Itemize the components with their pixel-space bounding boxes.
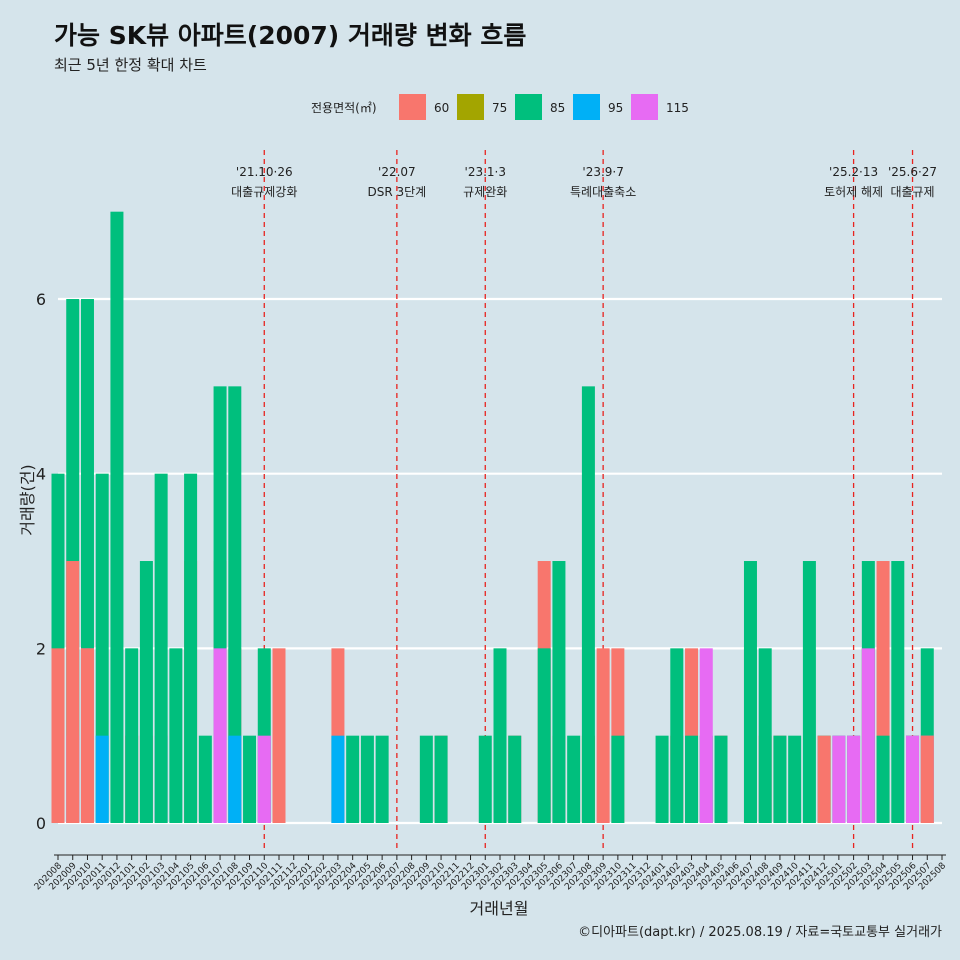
bar-202107-115 (213, 648, 227, 823)
legend-swatch-75 (457, 94, 484, 120)
legend-swatch-85 (515, 94, 542, 120)
bar-202305-85 (537, 648, 551, 823)
chart-title: 가능 SK뷰 아파트(2007) 거래량 변화 흐름 (54, 21, 526, 50)
bar-202110-115 (257, 735, 271, 823)
legend-label-85: 85 (550, 101, 565, 115)
bar-202408-85 (758, 648, 772, 823)
legend-swatch-115 (631, 94, 658, 120)
bar-202401-85 (655, 735, 669, 823)
bar-202404-115 (699, 648, 713, 823)
bar-202104-85 (169, 648, 183, 823)
bar-202310-85 (611, 735, 625, 823)
y-tick-label: 2 (36, 639, 46, 658)
event-date: '23.1·3 (465, 165, 506, 179)
bar-202106-85 (198, 735, 212, 823)
caption: ©디아파트(dapt.kr) / 2025.08.19 / 자료=국토교통부 실… (578, 925, 942, 940)
y-tick-label: 0 (36, 814, 46, 833)
legend-label-115: 115 (666, 101, 689, 115)
event-date: '23.9·7 (582, 165, 623, 179)
bar-202309-60 (596, 648, 610, 823)
legend-title: 전용면적(㎡) (311, 101, 377, 115)
bar-202503-115 (861, 648, 875, 823)
bar-202111-60 (272, 648, 286, 823)
bar-202403-85 (685, 735, 699, 823)
bar-202009-60 (66, 561, 80, 823)
bar-202502-115 (847, 735, 861, 823)
event-label: 특례대출축소 (570, 185, 636, 199)
bar-202303-85 (508, 735, 522, 823)
bar-202504-85 (876, 735, 890, 823)
bar-202409-85 (773, 735, 787, 823)
bar-202308-85 (581, 386, 595, 823)
y-tick-label: 6 (36, 290, 46, 309)
bar-202008-60 (51, 648, 65, 823)
bar-202506-115 (906, 735, 920, 823)
x-axis-label: 거래년월 (470, 899, 529, 918)
bar-202108-95 (228, 735, 242, 823)
bar-202105-85 (184, 473, 198, 823)
bar-202102-85 (139, 561, 153, 823)
bar-202205-85 (360, 735, 374, 823)
legend-label-95: 95 (608, 101, 623, 115)
bar-202507-60 (920, 735, 934, 823)
bar-202302-85 (493, 648, 507, 823)
bar-202210-85 (434, 735, 448, 823)
legend-swatch-95 (573, 94, 600, 120)
bar-202103-85 (154, 473, 168, 823)
bar-202101-85 (125, 648, 139, 823)
bar-202412-60 (817, 735, 831, 823)
legend-label-75: 75 (492, 101, 507, 115)
bar-202306-85 (552, 561, 566, 823)
event-date: '25.6·27 (888, 165, 937, 179)
bar-202011-95 (95, 735, 109, 823)
bar-202203-95 (331, 735, 345, 823)
bar-202402-85 (670, 648, 684, 823)
bar-202501-115 (832, 735, 846, 823)
bar-202307-85 (567, 735, 581, 823)
bar-202010-60 (80, 648, 94, 823)
y-tick-label: 4 (36, 465, 46, 484)
chart-subtitle: 최근 5년 한정 확대 차트 (54, 56, 207, 74)
bar-202209-85 (419, 735, 433, 823)
bar-202204-85 (346, 735, 360, 823)
event-label: 규제완화 (463, 185, 507, 199)
bar-202108-85 (228, 386, 242, 823)
bar-202301-85 (478, 735, 492, 823)
event-label: 대출규제 (890, 185, 934, 199)
bar-202012-85 (110, 211, 124, 823)
bar-202410-85 (788, 735, 802, 823)
legend-label-60: 60 (434, 101, 449, 115)
bar-202407-85 (743, 561, 757, 823)
y-axis-label: 거래량(건) (18, 464, 37, 535)
bar-202109-85 (243, 735, 257, 823)
legend: 전용면적(㎡) 60 75 85 95 115 (311, 94, 689, 120)
legend-swatch-60 (399, 94, 426, 120)
event-label: 대출규제강화 (231, 185, 297, 199)
bar-202405-85 (714, 735, 728, 823)
event-label: DSR 3단계 (367, 185, 426, 199)
event-date: '22.07 (378, 165, 416, 179)
bar-202411-85 (802, 561, 816, 823)
bar-202206-85 (375, 735, 389, 823)
event-label: 토허제 해제 (824, 185, 883, 199)
bar-202505-85 (891, 561, 905, 823)
event-date: '21.10·26 (236, 165, 293, 179)
event-date: '25.2·13 (829, 165, 878, 179)
